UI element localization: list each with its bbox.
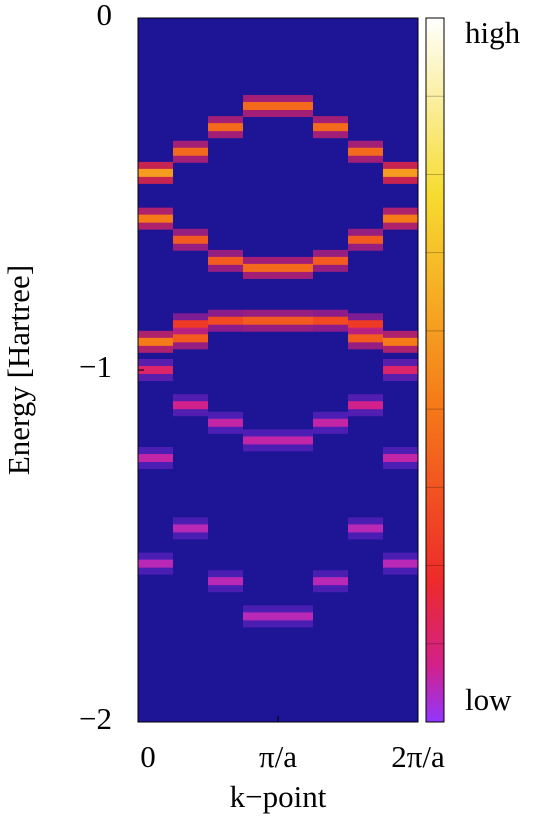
band-core <box>138 366 173 374</box>
band-core <box>278 263 313 272</box>
band-core <box>348 401 383 410</box>
band-core <box>243 263 278 272</box>
x-tick-label: 0 <box>140 739 156 774</box>
colorbar <box>425 17 445 723</box>
band-core <box>383 168 418 177</box>
band-core <box>278 612 313 621</box>
band-core <box>313 316 348 325</box>
plot-background <box>138 18 418 722</box>
band-core <box>278 102 313 110</box>
band-core <box>173 401 208 410</box>
band-core <box>348 235 383 244</box>
band-core <box>383 366 418 374</box>
band-core <box>173 320 208 329</box>
band-core <box>173 524 208 533</box>
y-tick-label: 0 <box>97 0 113 32</box>
band-core <box>243 102 278 110</box>
y-axis-label: Energy [Hartree] <box>1 265 36 475</box>
band-core <box>208 316 243 325</box>
band-core <box>138 214 173 223</box>
y-tick-label: −1 <box>79 349 112 384</box>
band-core <box>173 334 208 343</box>
band-core <box>208 256 243 265</box>
band-core <box>243 612 278 621</box>
band-core <box>348 147 383 156</box>
band-core <box>313 256 348 265</box>
band-core <box>313 577 348 586</box>
band-core <box>173 235 208 244</box>
band-core <box>278 316 313 325</box>
band-core <box>138 454 173 462</box>
band-core <box>348 320 383 329</box>
band-core <box>243 316 278 325</box>
band-core <box>383 559 418 568</box>
band-core <box>278 436 313 445</box>
band-core <box>383 454 418 462</box>
band-core <box>348 334 383 343</box>
y-tick-label: −2 <box>79 701 112 736</box>
band-core <box>243 436 278 445</box>
x-axis-label: k−point <box>230 779 327 814</box>
band-core <box>348 524 383 533</box>
band-core <box>208 418 243 427</box>
band-core <box>208 123 243 132</box>
colorbar-high-label: high <box>465 15 521 50</box>
x-tick-label: π/a <box>259 739 297 774</box>
band-core <box>138 168 173 177</box>
band-core <box>313 123 348 132</box>
band-core <box>138 337 173 346</box>
colorbar-low-label: low <box>465 682 512 717</box>
x-tick-label: 2π/a <box>391 739 445 774</box>
band-core <box>383 214 418 223</box>
band-core <box>208 577 243 586</box>
band-core <box>173 147 208 156</box>
band-core <box>313 418 348 427</box>
band-core <box>138 559 173 568</box>
band-core <box>383 337 418 346</box>
